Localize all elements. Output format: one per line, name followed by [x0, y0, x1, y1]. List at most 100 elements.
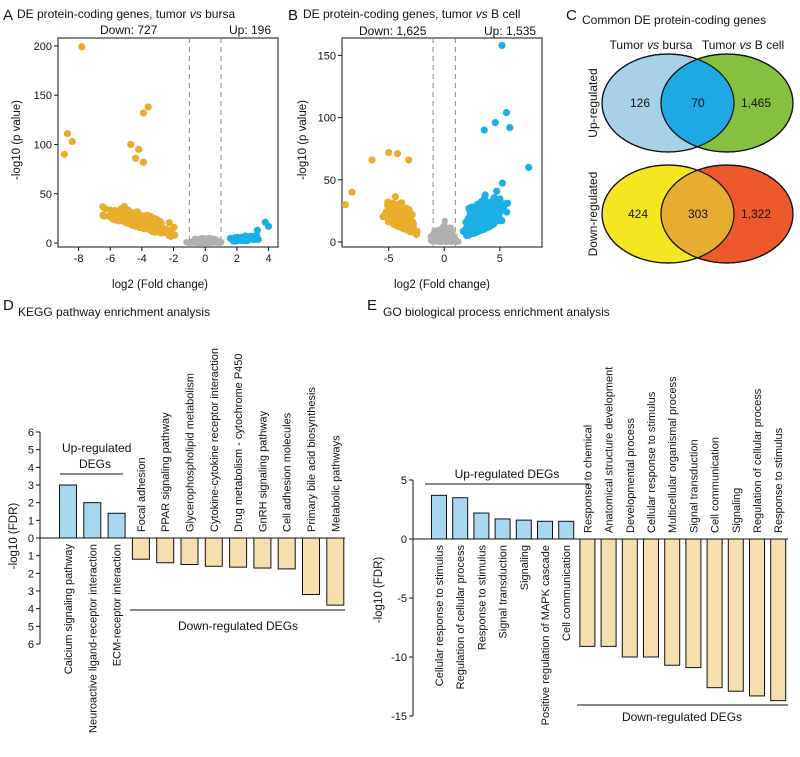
bar-label-up: Calcium signaling pathway — [63, 544, 75, 675]
point-up — [506, 123, 514, 132]
x-tick-label: 2 — [234, 253, 240, 265]
point-down — [391, 211, 399, 219]
point-down — [60, 150, 68, 158]
panel-a-xlabel: log2 (Fold change) — [112, 279, 208, 291]
point-down — [391, 193, 399, 201]
y-tick-label: -15 — [391, 711, 407, 723]
point-ns — [452, 235, 459, 242]
y-tick-label: 50 — [40, 189, 52, 201]
point-down — [139, 158, 148, 166]
panel-label-b: B — [288, 7, 298, 24]
venn-up-left-only: 126 — [630, 96, 650, 110]
point-down — [139, 109, 148, 117]
point-down — [121, 217, 130, 226]
point-ns — [193, 238, 200, 245]
point-down — [99, 211, 107, 219]
bar-label-down: Developmental process — [625, 418, 637, 533]
panel-a-title: DE protein-coding genes, tumor vs bursa — [17, 7, 235, 21]
panel-b-down-count: Down: 1,625 — [359, 24, 427, 38]
bar-label-down: Response to stimulus — [773, 427, 785, 533]
y-tick-label: 3 — [28, 480, 34, 492]
panel-label-c: C — [566, 7, 577, 24]
bar-label-down: Cell adhesion molecules — [282, 412, 294, 532]
y-tick-label: 6 — [28, 427, 34, 439]
y-tick-label: 0 — [401, 534, 407, 546]
y-tick-label: 5 — [401, 475, 407, 487]
point-up — [253, 226, 262, 234]
panel-d-up-group-label-2: DEGs — [79, 457, 111, 471]
bar-label-down: Anatomical structure development — [604, 367, 616, 533]
bar-label-down: PPAR signaling pathway — [160, 412, 172, 532]
bar-up — [515, 519, 532, 540]
venn-set-left-label: Tumor vs bursa — [610, 38, 693, 52]
point-down — [155, 224, 164, 232]
point-down — [142, 217, 150, 225]
bar-label-down: Cytokine-cytokine receptor interaction — [209, 348, 221, 532]
point-down — [78, 43, 86, 51]
point-up — [238, 236, 246, 244]
plot-frame — [341, 37, 543, 248]
venn-up-right-only: 1,465 — [741, 96, 771, 110]
x-tick-label: -5 — [384, 253, 394, 265]
venn-down-right-outline — [660, 164, 794, 264]
bar-down — [600, 538, 617, 647]
x-tick-label: -2 — [169, 253, 179, 265]
bar-label-down: Drug metabolism - cytochrome P450 — [233, 353, 245, 532]
point-ns — [198, 239, 205, 246]
bar-down — [253, 537, 272, 569]
point-ns — [216, 239, 223, 246]
y-tick-label: 150 — [34, 90, 52, 102]
point-down — [405, 227, 414, 235]
point-up — [490, 194, 498, 202]
y-tick-label: 0 — [330, 237, 336, 249]
venn-down-overlap-count: 303 — [688, 207, 708, 221]
point-down — [397, 219, 405, 227]
point-down — [145, 223, 153, 231]
bar-label-down: Cell communication — [710, 437, 722, 533]
bar-up — [107, 512, 126, 539]
y-tick-label: 0 — [46, 238, 52, 250]
venn-down-left-only: 424 — [628, 207, 648, 221]
bar-down — [749, 538, 765, 697]
point-down — [135, 145, 143, 154]
point-down — [122, 212, 130, 220]
x-tick-label: 4 — [265, 253, 271, 265]
x-tick-label: -8 — [74, 253, 84, 265]
bar-label-down: Cellular response to stimulus — [646, 391, 658, 533]
point-ns — [431, 236, 438, 243]
venn-up-overlap-count: 70 — [691, 96, 705, 110]
point-ns — [446, 231, 453, 238]
bar-label-down: Glycerophospholipid metabolism — [185, 373, 197, 532]
panel-a-ylabel: -log10 (p value) — [11, 100, 23, 180]
bar-up — [473, 512, 490, 540]
point-up — [264, 222, 273, 230]
panel-a-down-count: Down: 727 — [100, 23, 158, 37]
point-down — [165, 219, 173, 227]
panel-b-xlabel: log2 (Fold change) — [394, 279, 490, 291]
bar-down — [326, 537, 345, 606]
panel-e-ylabel: -log10 (FDR) — [373, 557, 385, 624]
bar-label-up: Cellular response to stimulus — [434, 545, 446, 687]
panel-d-title: KEGG pathway enrichment analysis — [18, 305, 210, 319]
panel-e-title: GO biological process enrichment analysi… — [383, 305, 610, 319]
bar-down — [664, 538, 681, 666]
bar-down — [685, 538, 702, 669]
y-tick-label: 200 — [34, 41, 52, 53]
venn-down-regulated: 424 303 1,322 Down-regulated — [586, 164, 794, 264]
point-ns — [184, 239, 191, 246]
point-down — [144, 103, 152, 111]
point-ns — [209, 238, 216, 245]
point-down — [342, 201, 349, 209]
panel-c-title: Common DE protein-coding genes — [582, 13, 766, 27]
y-tick-label: 1 — [28, 551, 34, 563]
y-tick-label: 2 — [28, 498, 34, 510]
panel-d-down-group-label: Down-regulated DEGs — [178, 619, 298, 633]
point-up — [493, 187, 501, 195]
data-points — [60, 43, 273, 247]
panel-b-ylabel: -log10 (p value) — [297, 100, 309, 180]
bar-label-up: Signaling — [519, 545, 531, 590]
point-down — [408, 218, 416, 226]
bar-down — [204, 537, 223, 567]
point-up — [487, 213, 495, 221]
bar-down — [180, 537, 199, 565]
